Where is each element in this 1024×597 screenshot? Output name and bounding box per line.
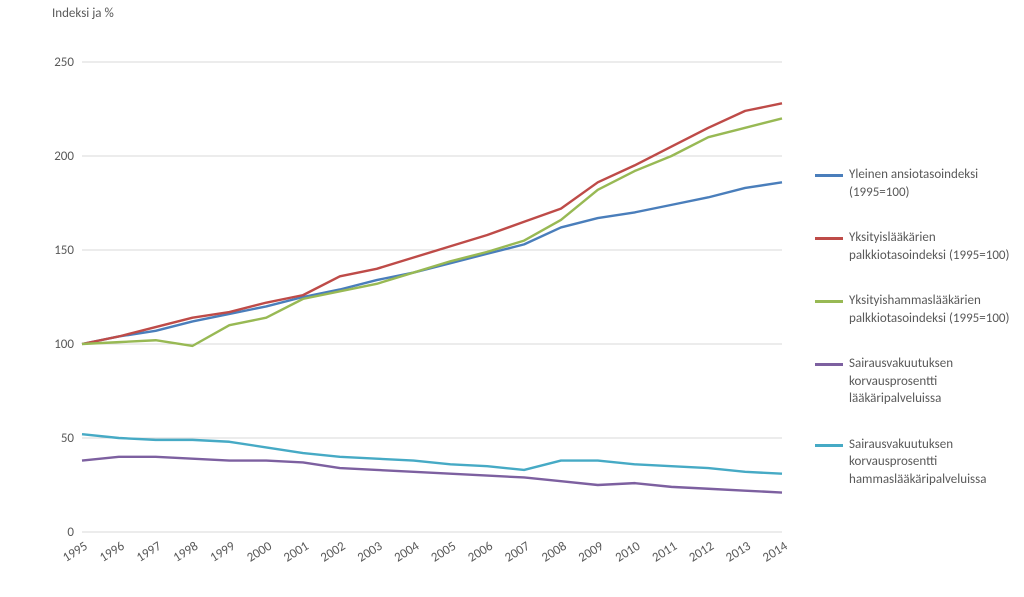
svg-text:2011: 2011 [650, 539, 680, 566]
legend-item: Yleinen ansiotasoindeksi (1995=100) [815, 166, 1019, 201]
legend-item: Yksityislääkärien palkkiotasoindeksi (19… [815, 229, 1019, 264]
svg-text:1996: 1996 [97, 539, 128, 566]
legend-item: Sairausvakuutuksen korvausprosentti lääk… [815, 355, 1019, 408]
svg-text:250: 250 [54, 55, 74, 70]
svg-text:150: 150 [54, 243, 74, 258]
svg-text:2000: 2000 [244, 539, 275, 566]
svg-text:2013: 2013 [723, 539, 754, 566]
legend-swatch [815, 300, 843, 303]
legend-label: Yleinen ansiotasoindeksi (1995=100) [849, 166, 1019, 201]
legend-item: Yksityishammaslääkärien palkkiotasoindek… [815, 292, 1019, 327]
legend-label: Yksityislääkärien palkkiotasoindeksi (19… [849, 229, 1019, 264]
legend-swatch [815, 237, 843, 240]
svg-text:50: 50 [61, 431, 75, 446]
svg-text:1995: 1995 [60, 539, 90, 566]
svg-text:200: 200 [54, 149, 74, 164]
legend-swatch [815, 444, 843, 447]
svg-text:1998: 1998 [171, 539, 202, 566]
svg-text:2006: 2006 [465, 539, 496, 566]
svg-text:1999: 1999 [208, 539, 239, 566]
legend-item: Sairausvakuutuksen korvausprosentti hamm… [815, 436, 1019, 489]
svg-text:2012: 2012 [686, 539, 717, 566]
svg-text:2005: 2005 [429, 539, 459, 566]
svg-text:100: 100 [54, 337, 74, 352]
svg-text:1997: 1997 [134, 539, 165, 566]
legend-swatch [815, 363, 843, 366]
legend-label: Sairausvakuutuksen korvausprosentti lääk… [849, 355, 1019, 408]
plot-area: 0 50 100 150 200 250 1995 19961997199819992000… [52, 22, 792, 582]
legend-label: Yksityishammaslääkärien palkkiotasoindek… [849, 292, 1019, 327]
svg-text:2010: 2010 [613, 539, 644, 566]
svg-text:2004: 2004 [392, 539, 423, 566]
svg-text:0: 0 [67, 525, 74, 540]
svg-text:2003: 2003 [355, 539, 386, 566]
line-chart: Indeksi ja % 050100150200250 19951996199… [0, 0, 1024, 597]
svg-text:2007: 2007 [502, 539, 533, 566]
svg-text:2009: 2009 [576, 539, 607, 566]
y-axis-title: Indeksi ja % [52, 6, 114, 21]
legend-label: Sairausvakuutuksen korvausprosentti hamm… [849, 436, 1019, 489]
legend: Yleinen ansiotasoindeksi (1995=100) Yksit… [815, 166, 1019, 517]
svg-text:2014: 2014 [760, 539, 791, 566]
svg-text:2001: 2001 [281, 539, 311, 566]
legend-swatch [815, 174, 843, 177]
svg-text:2002: 2002 [318, 539, 349, 566]
svg-text:2008: 2008 [539, 539, 570, 566]
